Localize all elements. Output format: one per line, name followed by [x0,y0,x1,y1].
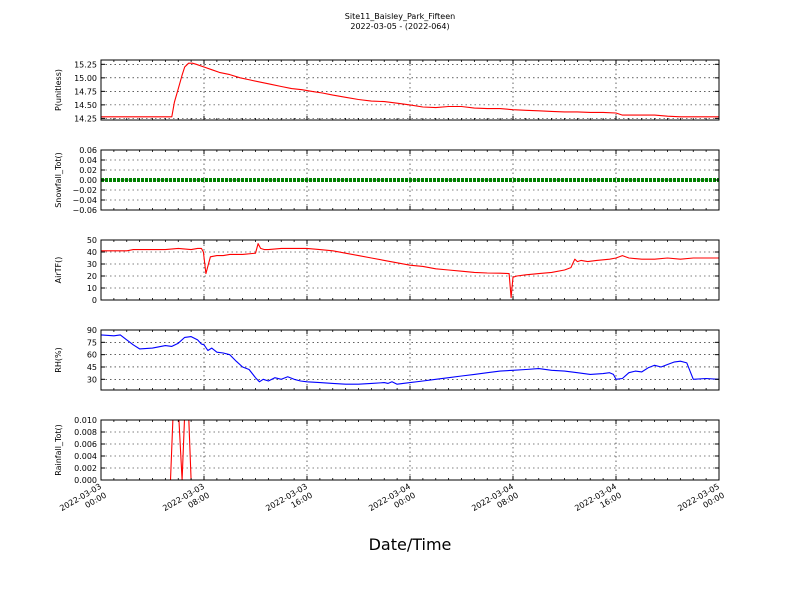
y-tick-label: 20 [87,272,97,281]
y-axis-label-4: Rainfall_Tot() [54,424,63,476]
chart-title: Site11_Baisley_Park_Fifteen [345,12,455,21]
y-axis-label-1: Snowfall_Tot() [54,152,63,208]
series-0-line [101,62,719,118]
y-tick-label: 15.25 [74,60,97,69]
y-tick-label: 0.008 [74,428,97,437]
y-tick-label: 0.02 [79,166,97,175]
y-tick-label: 30 [87,375,97,384]
y-tick-label: 45 [87,363,97,372]
y-tick-label: 0.002 [74,464,97,473]
y-tick-label: 90 [87,326,97,335]
panels: 14.25 14.50 14.75 15.00 15.25 P(unitless) −0.0… [54,59,720,485]
y-tick-label: 0.06 [79,146,97,155]
y-tick-label: 0.006 [74,440,97,449]
y-tick-label: 0 [92,296,97,305]
y-axis-label-0: P(unitless) [54,69,63,111]
y-tick-label: 0.00 [79,176,97,185]
y-tick-label: 60 [87,351,97,360]
x-axis-label: Date/Time [369,535,452,554]
y-tick-label: 0.010 [74,416,97,425]
y-tick-label: 0.004 [74,452,97,461]
y-tick-label: −0.02 [72,186,97,195]
y-tick-label: −0.06 [72,206,97,215]
y-tick-label: 15.00 [74,74,97,83]
y-tick-label: 14.75 [74,87,97,96]
panel-0: 14.25 14.50 14.75 15.00 15.25 P(unitless) [54,59,720,123]
y-tick-label: 75 [87,338,97,347]
panel-3: 30 45 60 75 90 RH(%) [54,326,720,391]
panel-2: 0 10 20 30 40 50 AirTF() [54,236,720,305]
panel-1: −0.06−0.04−0.020.000.020.040.06 Snowfall_… [54,146,720,215]
y-axis-label-2: AirTF() [54,257,63,284]
y-tick-label: 14.25 [74,114,97,123]
y-axis-label-3: RH(%) [54,347,63,372]
y-tick-label: 30 [87,260,97,269]
y-tick-label: 14.50 [74,101,97,110]
y-tick-label: 0.04 [79,156,97,165]
y-tick-label: −0.04 [72,196,97,205]
series-2-line [101,243,719,299]
y-tick-label: 0.000 [74,476,97,485]
y-tick-label: 10 [87,284,97,293]
panel-4: 0.000 0.002 0.004 0.006 0.008 0.010 Rainfall_T… [54,416,720,485]
y-tick-label: 40 [87,248,97,257]
chart-subtitle: 2022-03-05 - (2022-064) [350,22,449,31]
y-tick-label: 50 [87,236,97,245]
series-4-line [101,420,719,480]
series-3-line [101,334,719,385]
